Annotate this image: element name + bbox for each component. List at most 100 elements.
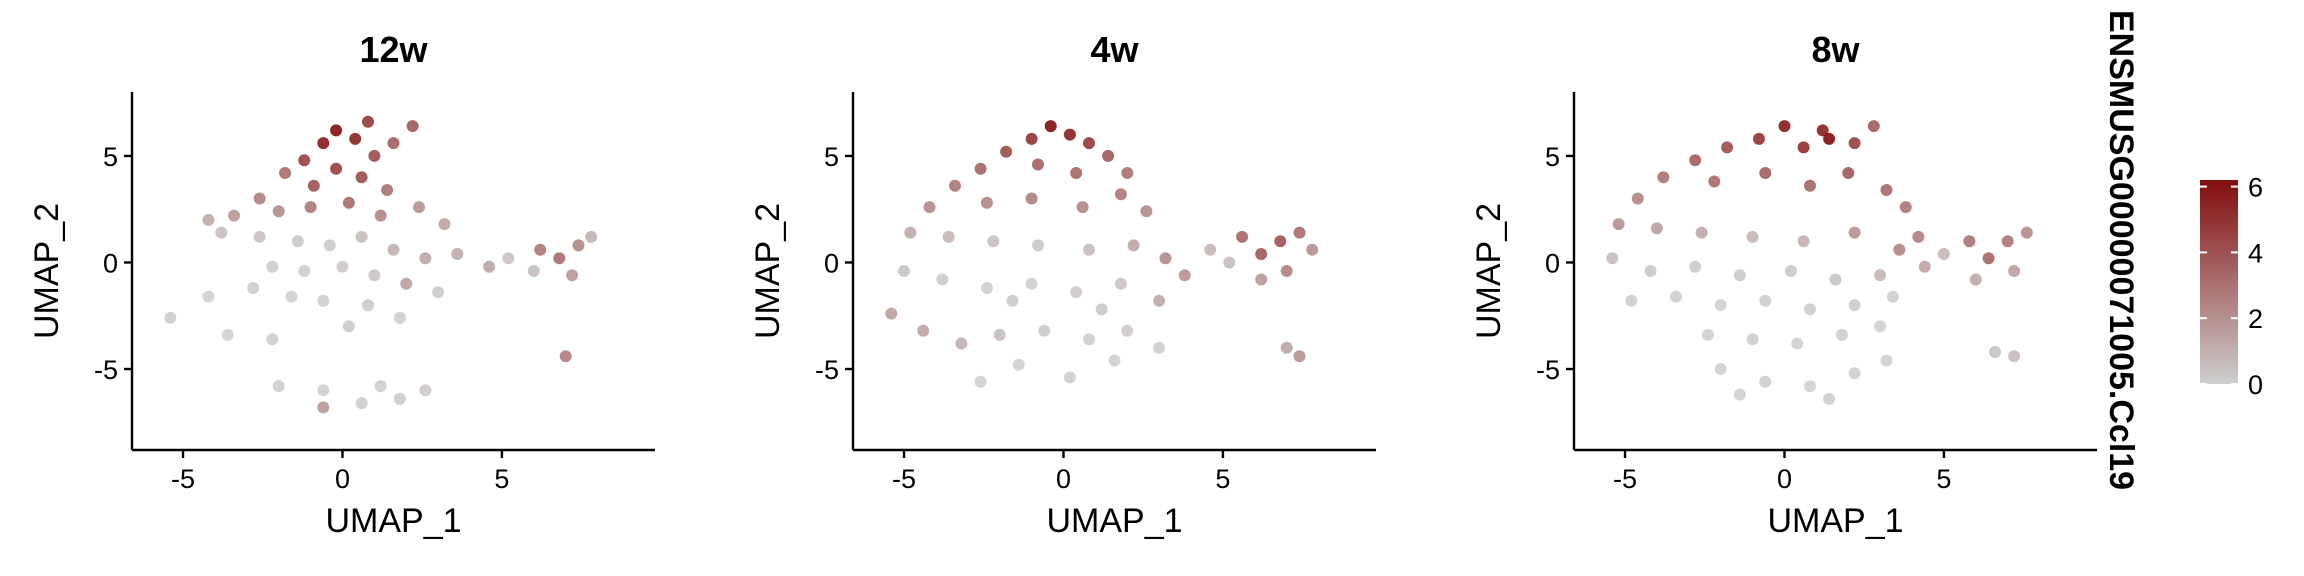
scatter-point: [1714, 363, 1727, 375]
scatter-point: [1070, 167, 1083, 179]
scatter-point: [1625, 294, 1638, 307]
scatter-point: [368, 149, 381, 162]
x-axis-label: UMAP_1: [1046, 502, 1182, 540]
scatter-point: [566, 269, 579, 282]
scatter-point: [317, 384, 330, 397]
panel-title: 4w: [1090, 29, 1139, 70]
scatter-point: [1759, 294, 1772, 307]
scatter-point: [1153, 341, 1166, 354]
scatter-point: [1899, 201, 1912, 214]
color-legend: ENSMUSG00000071005.Ccl19 0 2 4 6: [2102, 10, 2263, 490]
scatter-point: [215, 226, 228, 239]
scatter-point: [202, 213, 215, 226]
scatter-point: [553, 252, 566, 265]
scatter-point: [1759, 375, 1772, 388]
scatter-points: [885, 120, 1319, 388]
scatter-point: [904, 226, 917, 239]
scatter-point: [1076, 201, 1089, 214]
scatter-point: [387, 243, 400, 256]
scatter-point: [342, 196, 355, 209]
scatter-point: [1070, 286, 1083, 299]
x-tick-label: 0: [1056, 464, 1071, 494]
x-tick-label: -5: [171, 464, 195, 494]
scatter-point: [1293, 226, 1306, 239]
scatter-point: [298, 265, 311, 277]
scatter-point: [323, 239, 336, 252]
scatter-point: [955, 337, 968, 350]
scatter-point: [1797, 235, 1810, 248]
scatter-point: [202, 290, 215, 303]
scatter-point: [1650, 222, 1663, 235]
scatter-point: [1657, 171, 1670, 184]
scatter-point: [247, 282, 260, 294]
y-tick-label: 5: [1545, 142, 1560, 172]
scatter-point: [1689, 154, 1702, 167]
scatter-point: [1867, 120, 1880, 133]
scatter-point: [374, 209, 387, 222]
scatter-point: [923, 201, 936, 214]
scatter-point: [272, 205, 285, 218]
scatter-point: [221, 328, 234, 341]
scatter-point: [974, 375, 987, 388]
scatter-point: [438, 218, 451, 231]
scatter-point: [451, 248, 464, 260]
x-tick-label: 0: [1777, 464, 1792, 494]
scatter-point: [291, 235, 304, 248]
scatter-point: [1804, 380, 1816, 393]
scatter-point: [1893, 243, 1906, 256]
scatter-point: [1733, 269, 1746, 282]
scatter-point: [1823, 392, 1836, 405]
scatter-point: [1095, 303, 1108, 316]
legend-tick-label: 0: [2248, 370, 2263, 400]
scatter-point: [1280, 265, 1293, 277]
scatter-point: [1114, 188, 1127, 201]
scatter-point: [1829, 273, 1842, 286]
panel-title: 8w: [1811, 29, 1860, 70]
scatter-point: [330, 162, 343, 175]
scatter-point: [2020, 226, 2033, 239]
scatter-point: [527, 265, 540, 277]
scatter-point: [304, 201, 317, 214]
scatter-point: [317, 401, 330, 414]
scatter-point: [362, 299, 374, 312]
scatter-point: [1842, 167, 1855, 179]
scatter-point: [1012, 358, 1025, 371]
scatter-point: [413, 201, 425, 214]
scatter-point: [1714, 299, 1727, 312]
x-axis-label: UMAP_1: [1767, 502, 1903, 540]
scatter-point: [1848, 226, 1861, 239]
y-tick-label: 5: [824, 142, 839, 172]
scatter-point: [917, 324, 930, 337]
scatter-point: [2008, 265, 2021, 277]
scatter-point: [272, 380, 285, 393]
scatter-point: [298, 154, 311, 167]
scatter-point: [406, 120, 419, 133]
y-tick-label: -5: [815, 355, 839, 385]
scatter-point: [987, 235, 1000, 248]
scatter-point: [266, 260, 279, 273]
x-axis-label: UMAP_1: [325, 502, 461, 540]
scatter-point: [936, 273, 949, 286]
scatter-point: [1791, 337, 1804, 350]
scatter-point: [1912, 230, 1925, 243]
scatter-point: [1121, 324, 1134, 337]
scatter-point: [164, 311, 177, 324]
scatter-point: [2001, 235, 2014, 248]
scatter-point: [1733, 388, 1746, 401]
scatter-point: [1644, 265, 1657, 277]
scatter-point: [307, 179, 320, 192]
scatter-point: [1874, 320, 1887, 333]
scatter-point: [336, 260, 349, 273]
scatter-point: [1969, 273, 1982, 286]
scatter-point: [1721, 141, 1734, 154]
scatter-point: [355, 397, 368, 410]
y-tick-label: 0: [103, 248, 118, 278]
scatter-point: [898, 265, 910, 277]
scatter-point: [1804, 179, 1816, 192]
y-axis-label: UMAP_2: [1470, 203, 1508, 339]
scatter-point: [1153, 294, 1166, 307]
panel-12w: 12w -5 0 5 -5 0 5 UMAP_1 UMAP_2: [28, 29, 655, 540]
scatter-point: [317, 137, 330, 150]
scatter-point: [1848, 137, 1861, 150]
scatter-point: [368, 269, 381, 282]
